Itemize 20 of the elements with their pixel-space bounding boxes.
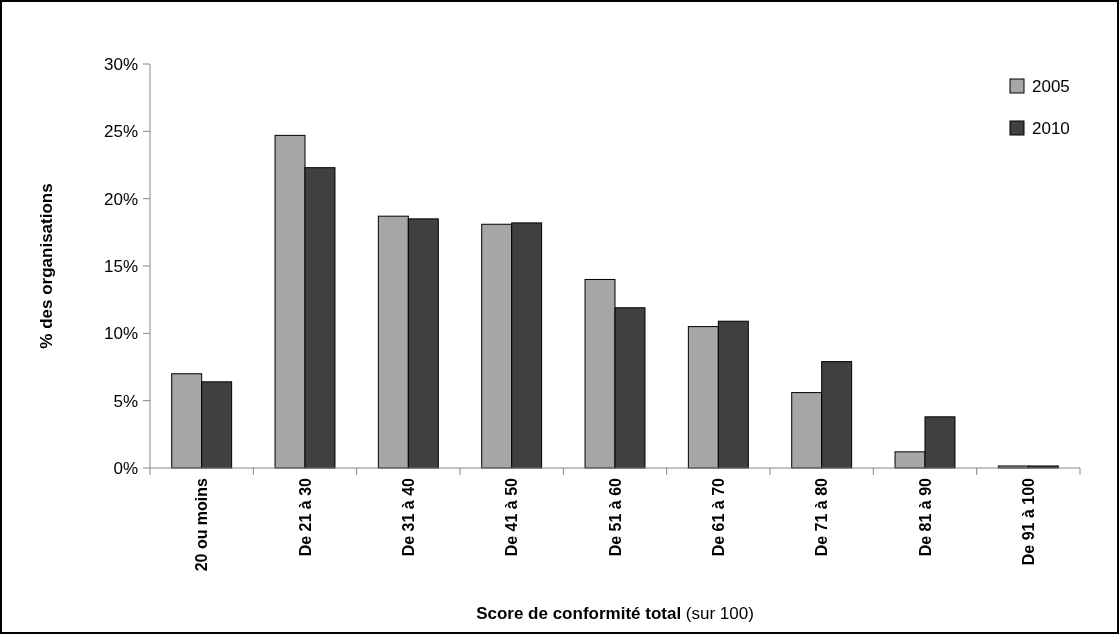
x-tick-label: De 51 à 60 — [606, 477, 624, 557]
x-tick-label: 20 ou moins — [193, 477, 211, 572]
y-tick-label: 10% — [103, 324, 138, 344]
x-tick-label: De 61 à 70 — [709, 477, 727, 557]
y-tick-label: 15% — [103, 256, 138, 276]
x-tick-label: De 91 à 100 — [1019, 477, 1037, 566]
y-tick-label: 30% — [103, 54, 138, 74]
y-tick-label: 25% — [103, 122, 138, 142]
legend-label: 2005 — [1032, 76, 1070, 96]
x-tick-label: De 21 à 30 — [296, 477, 314, 557]
y-tick-label: 5% — [113, 391, 138, 411]
x-tick-label: De 41 à 50 — [503, 477, 521, 557]
x-tick-label: De 71 à 80 — [813, 477, 831, 557]
legend-label: 2010 — [1032, 118, 1070, 138]
y-tick-label: 20% — [103, 189, 138, 209]
x-tick-label: De 31 à 40 — [399, 477, 417, 557]
x-tick-label: De 81 à 90 — [916, 477, 934, 557]
x-axis-title: Score de conformité total (sur 100) — [476, 604, 754, 623]
y-axis-title: % des organisations — [37, 183, 56, 349]
y-tick-label: 0% — [113, 458, 138, 478]
